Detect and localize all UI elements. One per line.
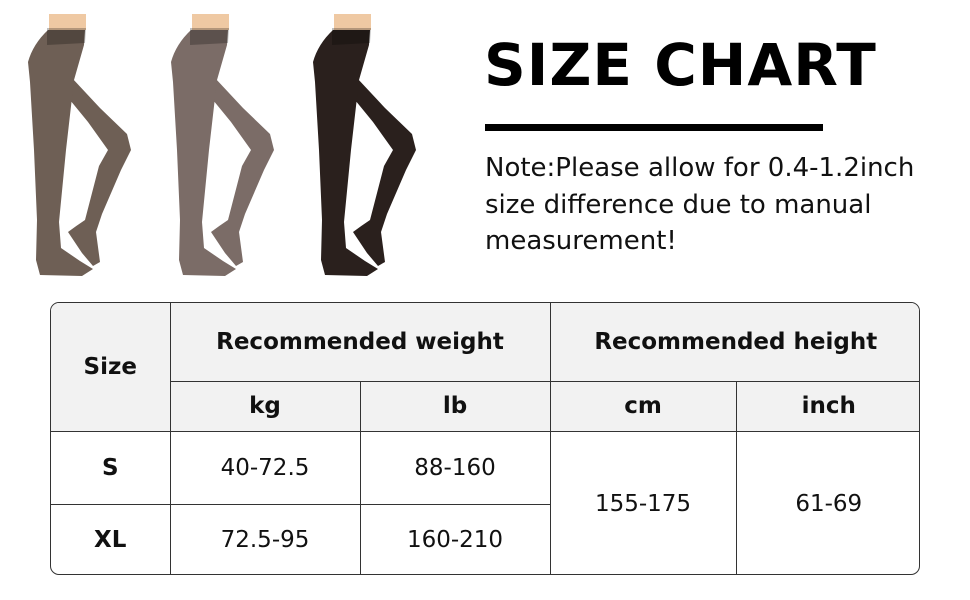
height-inch-cell: 61-69 <box>735 430 919 574</box>
weight-header: Recommended weight <box>169 303 551 382</box>
unit-inch: inch <box>735 380 919 432</box>
unit-lb: lb <box>359 380 551 432</box>
unit-kg: kg <box>170 380 361 432</box>
unit-cm: cm <box>549 380 737 432</box>
height-header: Recommended height <box>549 303 919 382</box>
table-row: XL 72.5-95 160-210 <box>51 503 919 574</box>
size-cell: XL <box>51 503 171 574</box>
height-cm-cell: 155-175 <box>549 430 737 574</box>
table-row: S 40-72.5 88-160 155-175 61-69 <box>51 430 919 574</box>
lb-cell: 88-160 <box>359 430 551 505</box>
kg-cell: 72.5-95 <box>169 503 361 574</box>
kg-cell: 40-72.5 <box>169 430 361 505</box>
tights-black-image <box>313 14 416 276</box>
title-underline <box>485 124 823 131</box>
tights-grey-brown-image <box>171 14 274 276</box>
product-images <box>28 14 416 276</box>
lb-cell: 160-210 <box>359 503 550 574</box>
page-title: SIZE CHART <box>484 31 877 99</box>
size-chart-table: Size Recommended weight Recommended heig… <box>50 302 920 575</box>
size-cell: S <box>51 430 171 505</box>
size-header: Size <box>51 303 171 432</box>
size-note: Note:Please allow for 0.4-1.2inch size d… <box>485 153 915 256</box>
tights-brown-image <box>28 14 131 276</box>
